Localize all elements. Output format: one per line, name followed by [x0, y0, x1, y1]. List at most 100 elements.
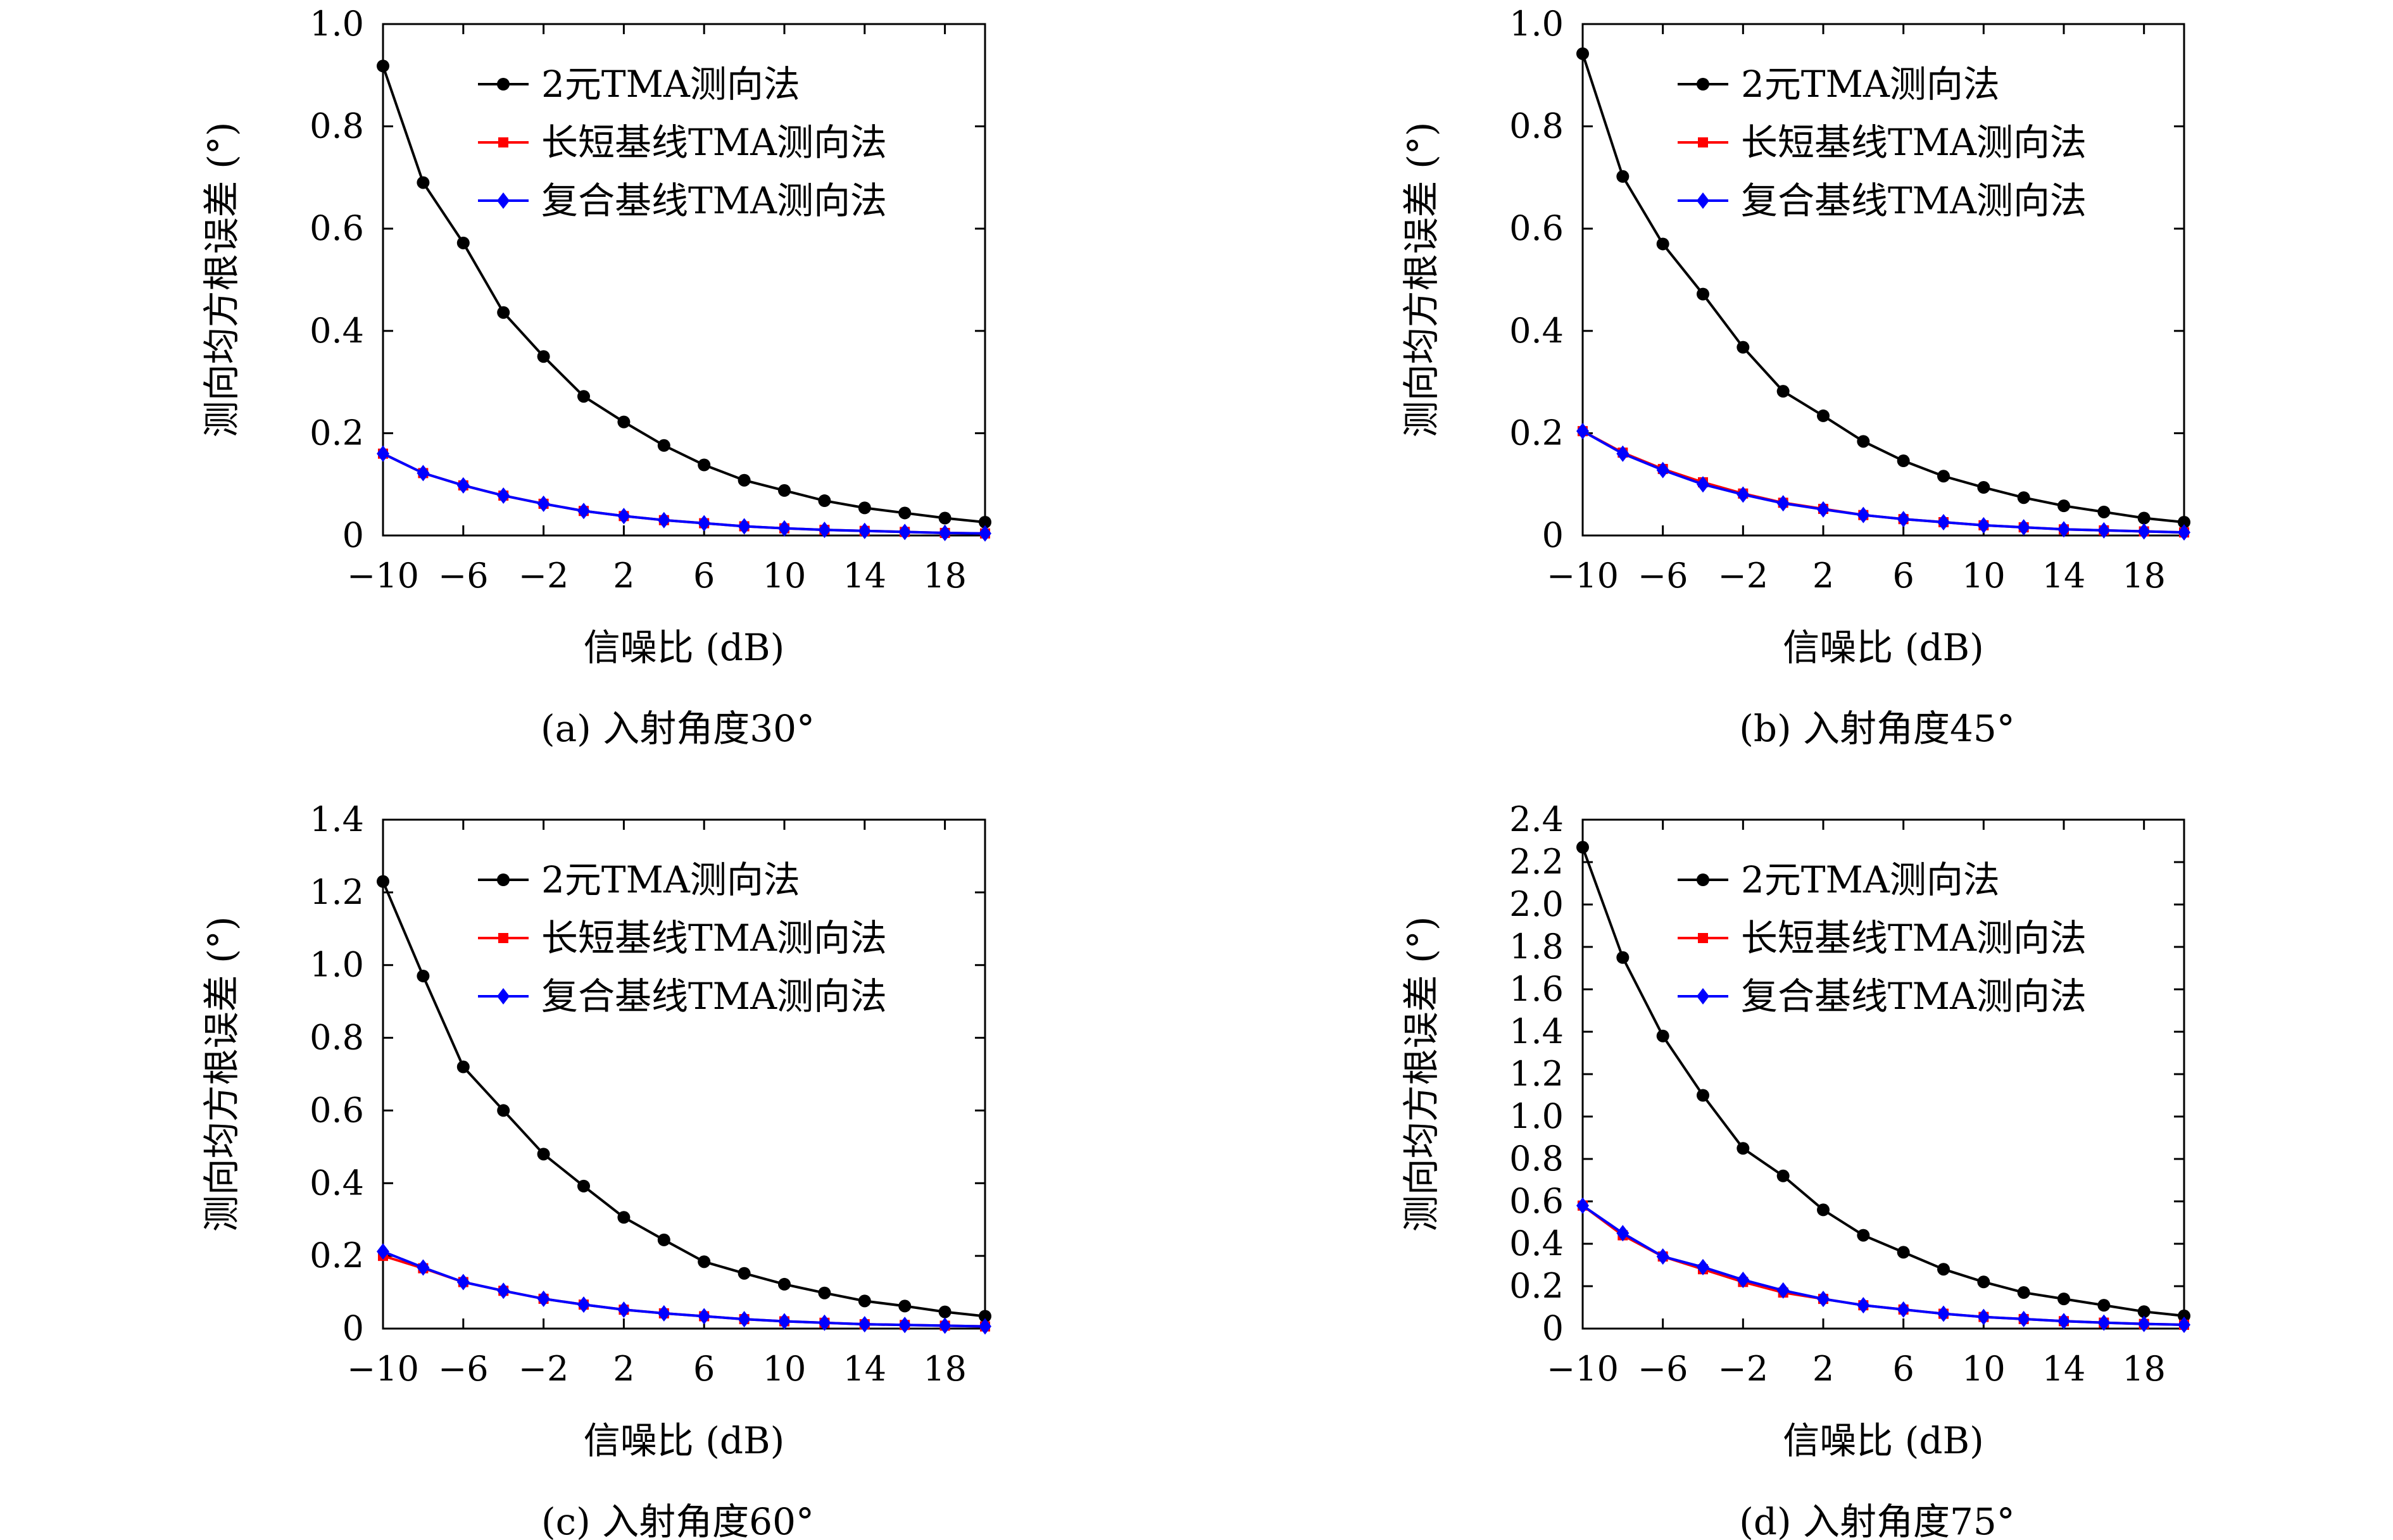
x-tick-label: 14: [2042, 1349, 2086, 1389]
y-tick-label: 1.0: [310, 4, 364, 44]
data-point: [657, 1305, 670, 1322]
data-point: [1576, 423, 1589, 440]
data-point: [617, 1301, 631, 1318]
data-point: [577, 390, 590, 403]
data-point: [1616, 1225, 1630, 1242]
data-point: [979, 515, 991, 529]
chart-panel-2: −10 −6 −2 2 6 10 14 18 0 0.2 0.4 0.6 0.8 1.0 1.2 1.4 信噪比…: [200, 799, 991, 1540]
data-point: [1616, 951, 1630, 964]
legend-marker: [497, 78, 510, 91]
data-point: [938, 1317, 952, 1334]
data-point: [456, 236, 470, 249]
legend-label: 长短基线TMA测向法: [541, 917, 887, 960]
data-point: [657, 511, 670, 529]
x-tick-label: −6: [438, 1349, 489, 1389]
x-tick-label: 14: [843, 1349, 886, 1389]
legend-marker: [497, 873, 510, 886]
x-tick-label: 6: [1892, 556, 1914, 596]
data-point: [417, 969, 430, 982]
y-tick-label: 0: [342, 515, 364, 555]
chart-panel-0: −10 −6 −2 2 6 10 14 18 0 0.2 0.4 0.6 0.8 1.0 信噪比 (dB) 测…: [200, 4, 991, 750]
y-tick-label: 0.8: [1509, 1139, 1564, 1179]
data-point: [1817, 501, 1830, 518]
y-tick-label: 0: [342, 1308, 364, 1348]
data-point: [617, 508, 631, 525]
legend-label: 2元TMA测向法: [541, 858, 800, 901]
data-point: [1656, 1248, 1669, 1265]
y-tick-label: 0.8: [310, 106, 364, 146]
x-tick-label: 10: [763, 556, 807, 596]
data-point: [1776, 1169, 1790, 1182]
data-point: [2097, 1299, 2111, 1312]
x-tick-label: −6: [1638, 1349, 1688, 1389]
x-tick-label: 18: [923, 1349, 967, 1389]
data-point: [778, 1313, 791, 1330]
data-point: [497, 306, 510, 319]
series-line-2: [1582, 430, 2185, 534]
data-point: [778, 1277, 791, 1291]
data-point: [2057, 1293, 2070, 1306]
data-point: [2178, 1316, 2190, 1333]
series-line-2: [382, 1250, 986, 1328]
series-line-0: [1581, 53, 2185, 523]
data-point: [778, 520, 791, 537]
data-point: [537, 495, 550, 512]
data-point: [1616, 445, 1630, 462]
legend-label: 复合基线TMA测向法: [541, 975, 887, 1018]
legend-marker: [497, 988, 510, 1005]
x-axis-label: 信噪比 (dB): [1783, 1419, 1983, 1462]
panel-caption: (a) 入射角度30°: [541, 707, 815, 750]
y-tick-label: 2.0: [1509, 884, 1564, 924]
data-point: [938, 511, 952, 525]
legend-marker: [1697, 988, 1709, 1005]
data-point: [1616, 170, 1630, 183]
data-point: [1737, 486, 1750, 503]
data-point: [2097, 522, 2111, 539]
data-point: [858, 501, 871, 515]
y-axis-label: 测向均方根误差 (°): [200, 122, 243, 438]
data-point: [698, 1308, 711, 1325]
data-point: [698, 458, 711, 472]
data-point: [377, 445, 389, 462]
y-tick-label: 0.6: [1509, 1181, 1564, 1221]
data-point: [1697, 476, 1709, 493]
data-point: [1977, 516, 1990, 534]
y-tick-label: 0.2: [1509, 1266, 1564, 1306]
data-point: [1576, 47, 1589, 60]
data-point: [2137, 523, 2151, 540]
data-point: [2178, 1309, 2190, 1322]
data-point: [778, 484, 791, 497]
data-point: [738, 518, 751, 535]
legend-label: 复合基线TMA测向法: [1741, 975, 2087, 1018]
data-point: [1857, 435, 1870, 448]
x-tick-label: −6: [1638, 556, 1688, 596]
data-point: [1697, 1258, 1709, 1275]
x-tick-label: 2: [613, 556, 634, 596]
data-point: [1857, 506, 1870, 523]
legend-marker: [498, 933, 508, 943]
x-tick-label: 10: [1962, 1349, 2006, 1389]
x-tick-label: 14: [2042, 556, 2086, 596]
legend-label: 长短基线TMA测向法: [1741, 121, 2087, 164]
panel-caption: (b) 入射角度45°: [1739, 707, 2015, 750]
x-axis-label: 信噪比 (dB): [584, 626, 784, 669]
data-point: [1937, 470, 1950, 483]
series-line-2: [1581, 1205, 2185, 1326]
data-point: [537, 350, 550, 363]
data-point: [818, 1314, 831, 1331]
data-point: [898, 506, 912, 520]
data-point: [1817, 409, 1830, 422]
data-point: [1897, 454, 1910, 468]
y-tick-label: 1.2: [310, 872, 364, 912]
data-point: [1817, 1291, 1830, 1308]
data-point: [1776, 495, 1790, 512]
x-tick-label: 6: [693, 1349, 715, 1389]
legend-label: 2元TMA测向法: [1741, 858, 2000, 901]
data-point: [377, 59, 389, 73]
panel-caption: (c) 入射角度60°: [541, 1500, 814, 1540]
x-tick-label: −10: [1547, 1349, 1619, 1389]
x-axis-label: 信噪比 (dB): [1783, 626, 1983, 669]
data-point: [1697, 287, 1709, 301]
data-point: [617, 415, 631, 429]
data-point: [1977, 1275, 1990, 1289]
